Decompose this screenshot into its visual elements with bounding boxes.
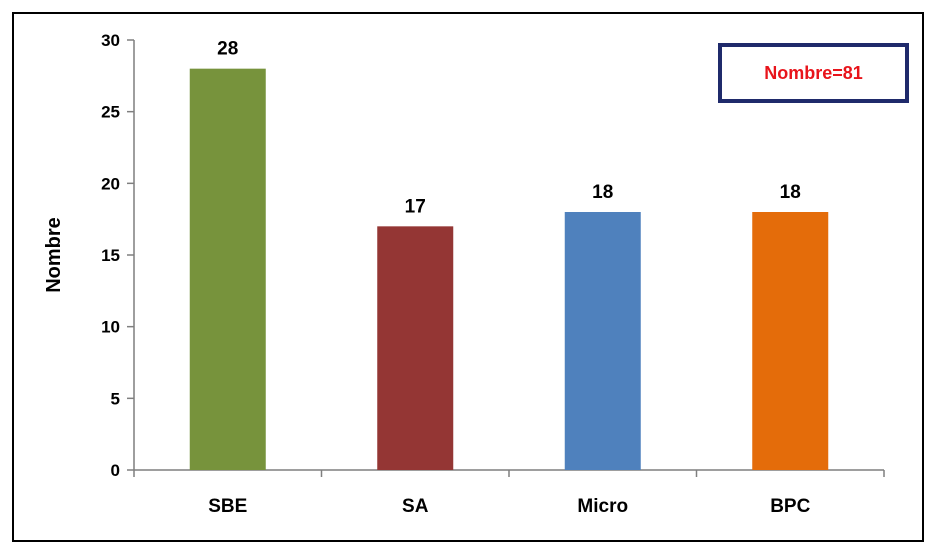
data-label-sa: 17	[405, 196, 426, 217]
data-label-bpc: 18	[780, 182, 801, 203]
category-label-sbe: SBE	[208, 496, 247, 517]
y-tick-label: 30	[101, 31, 120, 50]
bar-chart: 0 5 10 15 20 25 30 SBE SA Micro BPC 28 17 18 18 Nomb…	[43, 31, 885, 517]
total-annotation-text: Nombre=81	[764, 62, 863, 83]
category-label-bpc: BPC	[770, 496, 810, 517]
category-label-sa: SA	[402, 496, 429, 517]
y-tick-label: 5	[111, 389, 120, 408]
y-axis: 0 5 10 15 20 25 30	[101, 31, 135, 480]
y-tick-label: 20	[101, 174, 120, 193]
y-tick-label: 25	[101, 103, 120, 122]
y-axis-label: Nombre	[43, 217, 65, 293]
x-axis: SBE SA Micro BPC	[133, 469, 885, 517]
y-tick-label: 10	[101, 318, 120, 337]
bar-sbe	[189, 68, 266, 471]
bar-micro	[564, 212, 641, 470]
data-label-sbe: 28	[217, 39, 238, 60]
data-label-micro: 18	[592, 182, 613, 203]
total-annotation-box: Nombre=81	[718, 43, 909, 103]
bars: 28 17 18 18	[189, 39, 829, 471]
category-label-micro: Micro	[577, 496, 628, 517]
y-tick-label: 15	[101, 246, 120, 265]
bar-bpc	[752, 212, 829, 470]
y-tick-label: 0	[111, 461, 120, 480]
bar-sa	[377, 226, 454, 470]
